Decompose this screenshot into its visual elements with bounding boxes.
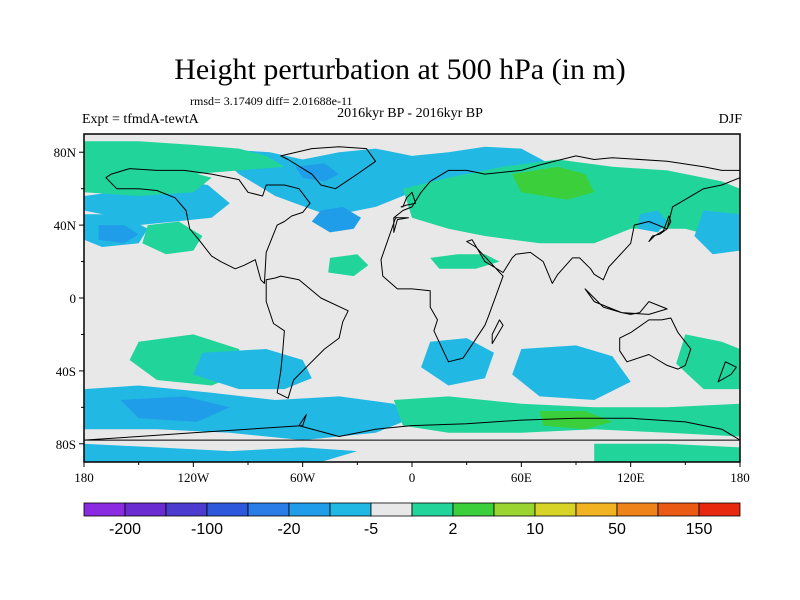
colorbar-swatch [165, 502, 208, 517]
field-region-antarctic-green [594, 443, 740, 462]
field-region-sw-pacific-green [676, 334, 740, 390]
field-region-n-atlantic-core [311, 206, 361, 233]
lon-tick-label: 180 [730, 470, 750, 485]
colorbar-swatch [247, 502, 290, 517]
lon-tick-label: 180 [74, 470, 94, 485]
period-label: 2016kyr BP - 2016kyr BP [337, 106, 483, 121]
lon-tick-label: 0 [409, 470, 416, 485]
colorbar-swatch [616, 502, 659, 517]
field-region-arctic-green [84, 141, 285, 182]
colorbar-label: -200 [109, 521, 141, 538]
field-region-greenland-core [295, 163, 340, 182]
field-region-s-atlantic-blue [421, 338, 494, 386]
field-region-siberia-core [512, 166, 595, 200]
lon-tick-label: 120E [617, 470, 645, 485]
field-region-antarctic-blue [84, 443, 358, 462]
coastline-australia [619, 317, 692, 370]
coastline-south-america [265, 275, 349, 399]
colorbar-label: 50 [608, 521, 626, 538]
lat-tick-label: 80N [54, 145, 77, 160]
coastline-antarctica [84, 414, 740, 441]
coastline-indonesia [584, 288, 668, 315]
coastline-madagascar [491, 319, 504, 345]
field-region-n-pacific-core [98, 225, 139, 244]
lat-tick-label: 40N [54, 218, 77, 233]
colorbar-label: 150 [686, 521, 713, 538]
coastline-eurasia-africa [380, 155, 740, 363]
colorbar-label: 2 [449, 521, 458, 538]
axis-ticks: 180 120W 60W 0 60E 120E 180 80N 40N 0 40S 80S [54, 145, 750, 485]
colorbar: -200 -100 -20 -5 2 10 50 150 [83, 502, 741, 538]
colorbar-swatch [698, 502, 741, 517]
field-region-mid-atlantic-green [328, 254, 369, 277]
colorbar-swatch [452, 502, 495, 517]
experiment-label: Expt = tfmdA-tewtA [82, 112, 199, 127]
coastlines [84, 146, 740, 441]
colorbar-swatch [83, 502, 126, 517]
lat-tick-label: 80S [56, 437, 76, 452]
coastline-uk [400, 191, 417, 208]
colorbar-label: -20 [277, 521, 300, 538]
colorbar-swatch [575, 502, 618, 517]
colorbar-swatch [124, 502, 167, 517]
coastline-north-america [105, 168, 311, 284]
field-region-e-asia-blue [638, 210, 668, 233]
lon-tick-label: 120W [177, 470, 210, 485]
field-region-s-ocean-core [539, 411, 613, 430]
colorbar-swatch [493, 502, 536, 517]
field-region-nw-pacific-blue [694, 210, 740, 255]
season-label: DJF [718, 112, 742, 127]
coastline-japan [648, 215, 672, 242]
colorbar-swatch [411, 502, 454, 517]
colorbar-label: -5 [364, 521, 378, 538]
coastline-greenland [280, 146, 377, 190]
field-region-s-hemi-band-core [120, 396, 230, 422]
field-region-ne-pacific-green [142, 221, 203, 255]
colorbar-swatch [329, 502, 372, 517]
chart-title: Height perturbation at 500 hPa (in m) [174, 53, 626, 86]
lon-tick-label: 60E [511, 470, 532, 485]
colorbar-swatch [370, 502, 413, 517]
lat-tick-label: 40S [56, 364, 76, 379]
lat-tick-label: 0 [70, 291, 77, 306]
colorbar-swatch [534, 502, 577, 517]
coastline-new-zealand [717, 361, 737, 383]
colorbar-swatch [288, 502, 331, 517]
height-field [84, 141, 740, 462]
lon-tick-label: 60W [290, 470, 316, 485]
field-region-arctic-band-green [84, 170, 212, 196]
colorbar-label: 10 [526, 521, 544, 538]
field-region-indian-ocean-blue [512, 345, 631, 400]
colorbar-label: -100 [191, 521, 223, 538]
colorbar-swatch [657, 502, 700, 517]
rmsd-stats: rmsd= 3.17409 diff= 2.01688e-11 [190, 94, 353, 108]
colorbar-swatch [206, 502, 249, 517]
